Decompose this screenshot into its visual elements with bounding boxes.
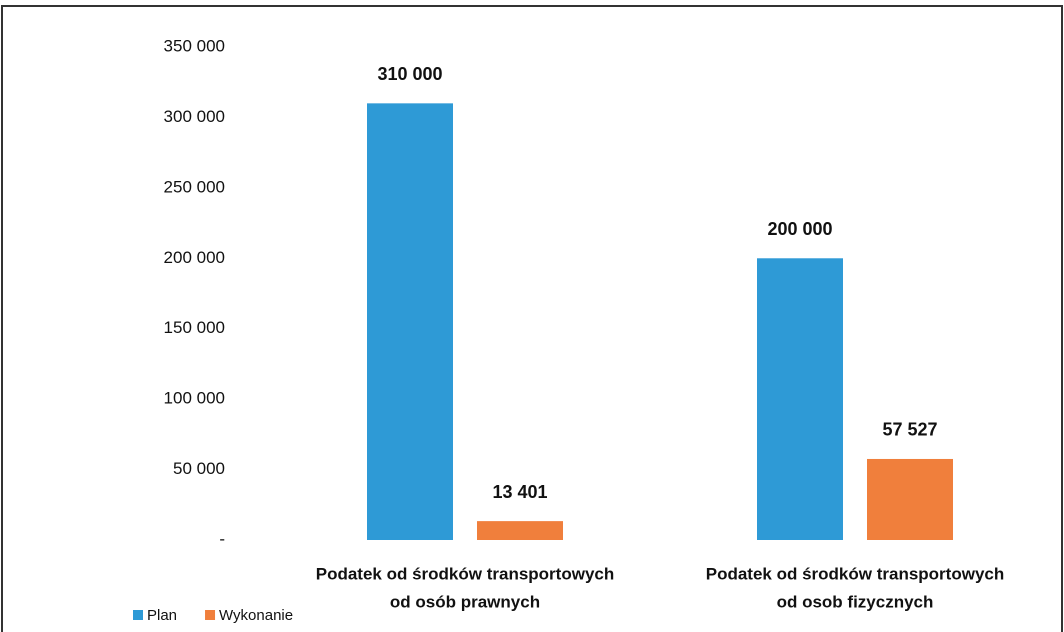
legend-label: Plan [147, 607, 177, 624]
y-tick-label: 250 000 [164, 177, 225, 196]
legend-swatch [205, 610, 216, 620]
x-tick-label: od osób prawnych [390, 592, 540, 611]
x-tick-label: Podatek od środków transportowych [706, 564, 1005, 583]
bar [757, 258, 843, 540]
y-tick-label: 100 000 [164, 389, 225, 408]
y-tick-label: 350 000 [164, 36, 225, 55]
bar [367, 103, 453, 540]
x-tick-label: od osob fizycznych [777, 592, 934, 611]
legend-label: Wykonanie [219, 607, 293, 624]
y-tick-label: 50 000 [173, 459, 225, 478]
y-tick-label: - [219, 529, 225, 548]
bar [477, 521, 563, 540]
data-label: 57 527 [882, 420, 937, 440]
legend-swatch [133, 610, 143, 620]
x-tick-label: Podatek od środków transportowych [316, 564, 615, 583]
data-label: 310 000 [377, 64, 442, 84]
y-tick-label: 200 000 [164, 248, 225, 267]
y-tick-label: 300 000 [164, 107, 225, 126]
y-tick-label: 150 000 [164, 318, 225, 337]
data-label: 200 000 [767, 219, 832, 239]
data-label: 13 401 [492, 482, 547, 502]
bar [867, 458, 953, 540]
